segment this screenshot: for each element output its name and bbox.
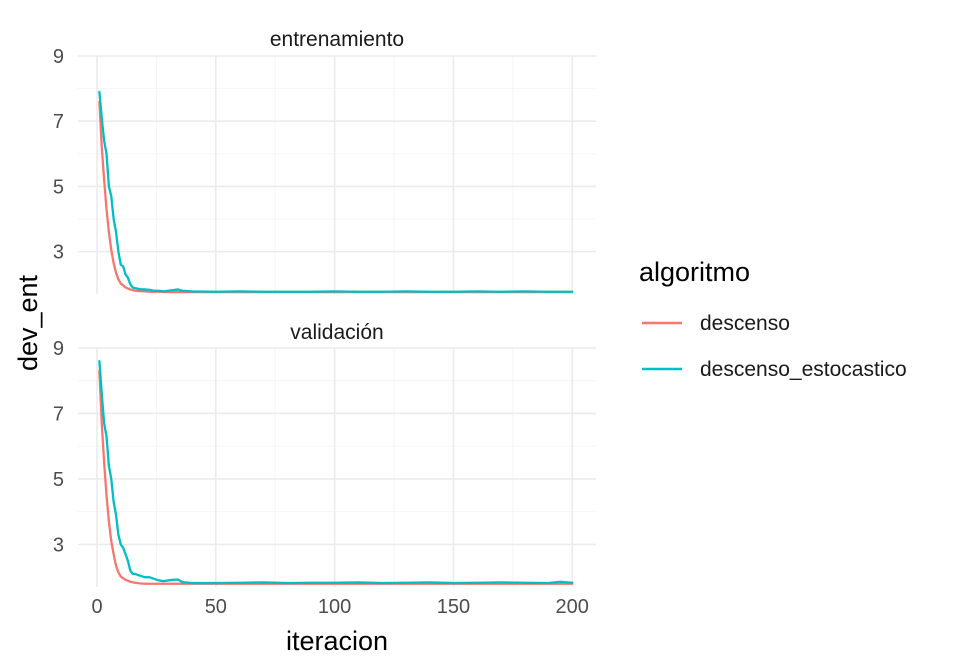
legend-label: descenso_estocastico: [700, 358, 907, 381]
series-line-descenso: [98, 369, 574, 585]
y-tick-label: 9: [53, 46, 64, 68]
y-tick-label: 7: [53, 403, 64, 425]
x-axis-title: iteracion: [286, 626, 388, 656]
y-axis-title: dev_ent: [13, 274, 43, 371]
x-tick-label: 100: [318, 596, 351, 618]
x-tick-label: 50: [205, 596, 227, 618]
legend: algoritmo descenso descenso_estocastico: [639, 257, 907, 381]
legend-entry: descenso: [642, 312, 790, 335]
series-line-descenso-estocastico: [98, 90, 574, 293]
x-tick-label: 200: [556, 596, 589, 618]
facet-title: validación: [290, 321, 383, 344]
y-tick-label: 5: [53, 176, 64, 198]
x-tick-label: 0: [91, 596, 102, 618]
y-tick-label: 7: [53, 111, 64, 133]
legend-entries: descenso descenso_estocastico: [642, 312, 907, 381]
facet-title: entrenamiento: [270, 28, 404, 51]
panel-grid: [78, 347, 596, 587]
legend-label: descenso: [700, 312, 790, 335]
legend-title: algoritmo: [639, 257, 750, 287]
y-tick-label: 3: [53, 242, 64, 264]
x-axis-ticks: 0 50 100 150 200: [91, 596, 588, 618]
legend-entry: descenso_estocastico: [642, 358, 907, 381]
panel-1: 3 5 7 9 entrenamiento: [53, 28, 596, 294]
y-tick-label: 3: [53, 534, 64, 556]
panel-grid: [78, 55, 596, 294]
series-line-descenso-estocastico: [98, 359, 574, 585]
series-line-descenso: [98, 100, 574, 294]
panel-2: 3 5 7 9 validación: [53, 321, 596, 587]
y-tick-label: 5: [53, 469, 64, 491]
y-tick-label: 9: [53, 338, 64, 360]
x-tick-label: 150: [437, 596, 470, 618]
panels: 3 5 7 9 entrenamiento 3 5 7 9 validación 0 50 100 150…: [53, 28, 596, 618]
